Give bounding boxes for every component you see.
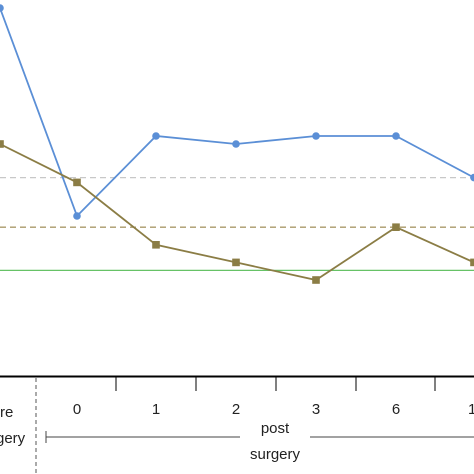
x-tick-label-6: 6 — [392, 401, 400, 418]
pre-group-label-line2: gery — [0, 430, 26, 447]
series-layer — [0, 4, 474, 284]
series-1-point-3 — [152, 132, 160, 140]
series-1-point-2 — [73, 212, 81, 220]
x-tick-label-3: 3 — [312, 401, 320, 418]
x-tick-labels: 0123612 — [73, 401, 474, 418]
series-2-point-2 — [73, 178, 81, 187]
series-2-point-7 — [470, 258, 474, 267]
reference-lines — [0, 176, 474, 272]
series-2-point-3 — [152, 241, 160, 249]
x-tick-label-0: 0 — [73, 401, 81, 418]
pre-group-label-line1: re — [0, 404, 13, 421]
series-1-point-1 — [0, 4, 4, 12]
series-1-point-4 — [232, 140, 240, 148]
x-tick-marks — [115, 377, 436, 391]
series-1-point-6 — [392, 132, 400, 140]
x-tick-label-2: 2 — [232, 401, 240, 418]
series-2-point-1 — [0, 140, 4, 148]
series-1-line — [0, 7, 474, 218]
post-group-label-line1: post — [261, 420, 290, 437]
series-2-point-4 — [232, 258, 240, 267]
series-1-point-5 — [312, 132, 320, 140]
series-2-point-6 — [392, 223, 400, 231]
x-tick-label-12: 12 — [468, 401, 474, 418]
post-group-label-line2: surgery — [250, 446, 301, 463]
series-2-point-5 — [312, 276, 320, 284]
x-tick-label-1: 1 — [152, 401, 160, 418]
series-1-point-7 — [470, 173, 474, 182]
